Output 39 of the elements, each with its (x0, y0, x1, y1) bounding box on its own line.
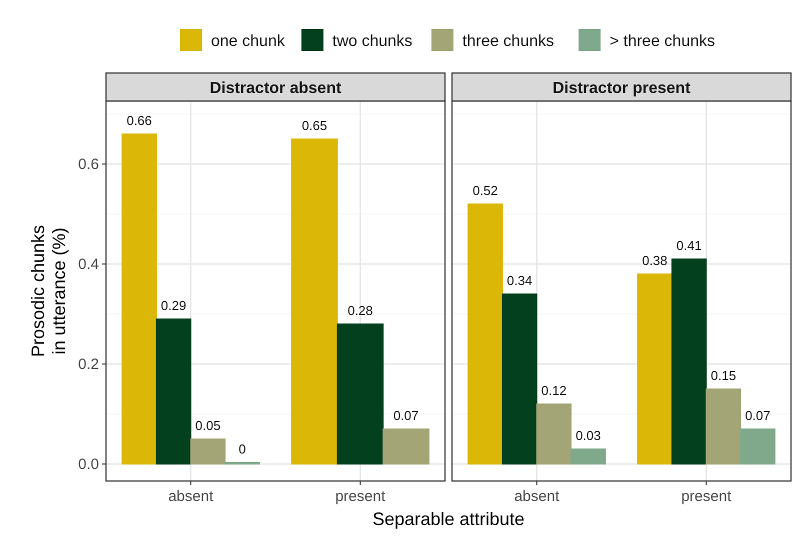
legend-label: one chunk (211, 33, 286, 50)
bar (468, 204, 503, 464)
x-tick-label: present (335, 488, 386, 505)
bar (502, 294, 538, 464)
x-tick-label: present (681, 488, 732, 505)
data-label: 0 (238, 442, 246, 456)
data-label: 0.38 (642, 253, 668, 268)
bar (536, 404, 572, 464)
data-label: 0.15 (710, 368, 736, 383)
y-tick-label: 0.0 (78, 456, 99, 473)
data-label: 0.65 (302, 118, 328, 133)
y-tick-label: 0.6 (78, 156, 99, 173)
legend-label: > three chunks (610, 33, 716, 50)
data-label: 0.34 (506, 273, 532, 288)
bar (706, 388, 742, 464)
data-label: 0.05 (195, 418, 221, 433)
legend-label: two chunks (332, 33, 412, 50)
y-axis-title: Prosodic chunks in utterance (%) (28, 224, 69, 358)
data-label: 0.12 (541, 383, 567, 398)
bar (570, 448, 606, 464)
data-label: 0.41 (676, 238, 702, 253)
data-label: 0.03 (576, 428, 601, 443)
y-tick-label: 0.2 (78, 356, 99, 373)
legend-label: three chunks (462, 33, 554, 50)
data-label: 0.66 (126, 113, 152, 128)
bar (637, 274, 672, 464)
bar (740, 428, 776, 464)
data-label: 0.29 (160, 298, 186, 313)
data-label: 0.07 (745, 408, 770, 423)
bar (671, 258, 707, 464)
data-label: 0.28 (348, 303, 373, 318)
y-tick-label: 0.4 (78, 256, 99, 273)
chart-title: Distractor present (552, 80, 692, 97)
x-tick-label: absent (168, 488, 214, 505)
x-tick-label: absent (514, 488, 560, 505)
data-label: 0.52 (472, 183, 498, 198)
chart-title: Distractor absent (210, 80, 342, 97)
x-axis-title: Separable attribute (372, 509, 525, 529)
data-label: 0.07 (393, 408, 419, 423)
